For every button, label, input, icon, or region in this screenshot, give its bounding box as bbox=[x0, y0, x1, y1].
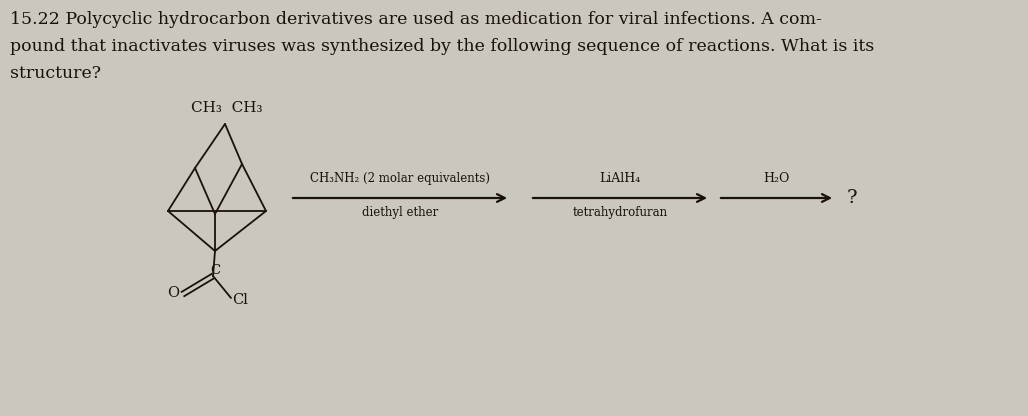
Text: CH₃NH₂ (2 molar equivalents): CH₃NH₂ (2 molar equivalents) bbox=[310, 172, 490, 185]
Text: diethyl ether: diethyl ether bbox=[362, 206, 438, 219]
Text: structure?: structure? bbox=[10, 65, 101, 82]
Text: CH₃  CH₃: CH₃ CH₃ bbox=[191, 101, 263, 115]
Text: tetrahydrofuran: tetrahydrofuran bbox=[573, 206, 667, 219]
Text: Cl: Cl bbox=[232, 293, 248, 307]
Text: H₂O: H₂O bbox=[764, 172, 790, 185]
Text: ?: ? bbox=[847, 189, 857, 207]
Text: 15.22 Polycyclic hydrocarbon derivatives are used as medication for viral infect: 15.22 Polycyclic hydrocarbon derivatives… bbox=[10, 11, 821, 28]
Text: pound that inactivates viruses was synthesized by the following sequence of reac: pound that inactivates viruses was synth… bbox=[10, 38, 874, 55]
Text: C: C bbox=[210, 265, 220, 277]
Text: O: O bbox=[167, 286, 179, 300]
Text: LiAlH₄: LiAlH₄ bbox=[599, 172, 640, 185]
